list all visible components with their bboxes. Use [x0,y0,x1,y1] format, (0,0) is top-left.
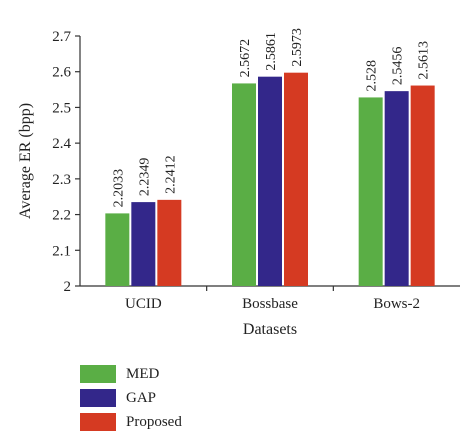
y-axis-title: Average ER (bpp) [17,103,34,219]
legend-swatch-proposed [80,413,116,431]
legend-item-gap: GAP [80,386,182,410]
y-tick-label: 2.3 [52,172,71,188]
bar-gap-bossbase [258,76,282,286]
bar-med-bossbase [232,83,256,286]
bar-med-bows-2 [358,97,383,286]
legend-label-proposed: Proposed [126,413,182,430]
data-label: 2.528 [365,60,380,92]
x-tick-label: UCID [125,296,162,312]
x-axis-title: Datasets [243,321,297,338]
y-tick-label: 2.5 [52,100,71,116]
legend-label-med: MED [126,365,160,382]
legend-label-gap: GAP [126,389,157,406]
legend-item-med: MED [80,362,182,386]
y-tick-label: 2.2 [52,208,71,224]
data-label: 2.5861 [264,32,279,71]
legend-swatch-gap [80,389,116,407]
bar-proposed-bows-2 [410,85,435,287]
data-label: 2.2033 [111,169,126,208]
data-label: 2.5973 [290,28,305,67]
data-label: 2.5456 [391,47,406,86]
y-tick-label: 2.4 [52,136,71,152]
data-label: 2.2349 [137,158,152,197]
legend-swatch-med [80,365,116,383]
legend-item-proposed: Proposed [80,410,182,434]
y-tick-label: 2.6 [52,65,71,81]
x-tick-label: Bows-2 [373,296,420,312]
bar-med-ucid [105,213,130,286]
bar-gap-ucid [131,202,156,286]
data-label: 2.5672 [238,39,253,78]
y-tick-label: 2.7 [52,29,71,45]
bar-proposed-ucid [157,199,182,286]
x-tick-label: Bossbase [242,296,298,312]
bar-gap-bows-2 [384,91,409,287]
legend: MED GAP Proposed [80,362,182,434]
data-label: 2.2412 [163,155,178,194]
y-tick-label: 2 [64,279,72,295]
y-tick-label: 2.1 [52,243,71,259]
bar-proposed-bossbase [284,72,308,286]
data-label: 2.5613 [417,41,432,80]
